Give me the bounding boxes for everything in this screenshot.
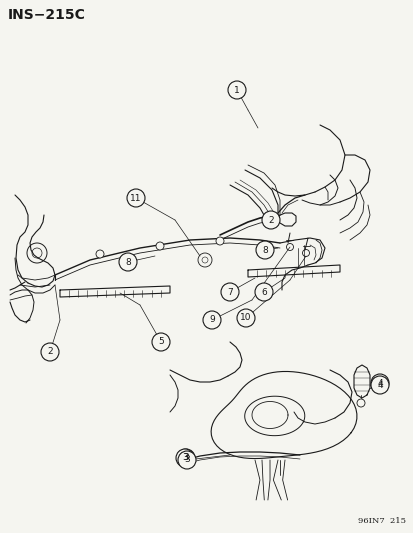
Text: 3: 3 [184,456,190,464]
Text: 4: 4 [376,378,382,387]
Circle shape [221,283,238,301]
Text: 10: 10 [240,313,251,322]
Text: 6: 6 [261,287,266,296]
Text: 1: 1 [234,85,239,94]
Text: 11: 11 [130,193,141,203]
Text: 2: 2 [47,348,53,357]
Text: 3: 3 [182,454,188,463]
Circle shape [370,376,388,394]
Circle shape [356,399,364,407]
Circle shape [216,237,223,245]
Circle shape [177,449,195,467]
Text: INS−215C: INS−215C [8,8,85,22]
Circle shape [119,253,137,271]
Circle shape [178,451,195,469]
Circle shape [236,309,254,327]
Text: 3: 3 [183,454,188,463]
Circle shape [156,242,164,250]
Circle shape [255,241,273,259]
Circle shape [41,343,59,361]
Circle shape [261,211,279,229]
Text: 8: 8 [261,246,267,254]
Text: 9: 9 [209,316,214,325]
Circle shape [202,311,221,329]
Circle shape [370,374,388,392]
Text: 7: 7 [227,287,232,296]
Circle shape [254,283,272,301]
Text: 96IN7  215: 96IN7 215 [357,517,405,525]
Circle shape [152,333,170,351]
Circle shape [176,449,194,467]
Circle shape [228,81,245,99]
Text: 5: 5 [158,337,164,346]
Circle shape [96,250,104,258]
Text: 4: 4 [376,381,382,390]
Text: 8: 8 [125,257,131,266]
Text: 2: 2 [268,215,273,224]
Circle shape [127,189,145,207]
